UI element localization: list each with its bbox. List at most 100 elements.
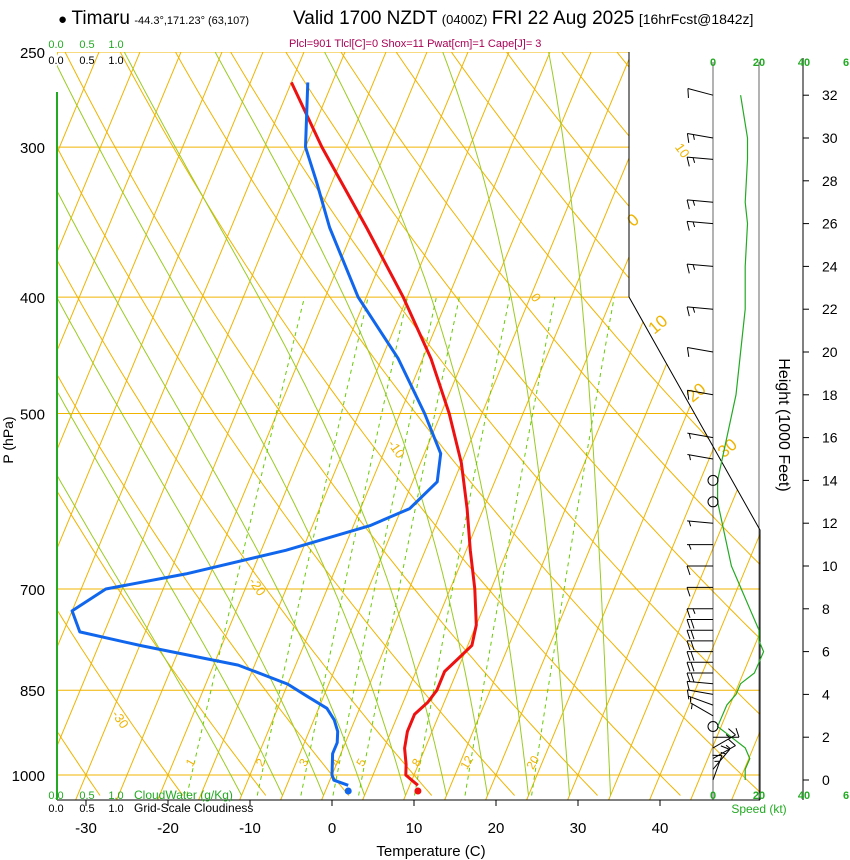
height-tick-label: 12 (822, 515, 838, 531)
wind-barb-feather (690, 651, 695, 661)
height-tick-label: 32 (822, 87, 838, 103)
isotherm-line (57, 52, 273, 800)
theta-label: 10 (645, 311, 672, 338)
isotherm-line (57, 52, 109, 800)
mixing-ratio-label: 2 (253, 756, 269, 769)
isotherm-line (443, 52, 760, 800)
chart-frame (56, 52, 761, 801)
wind-barb-feather (686, 306, 690, 317)
dewpoint-profile (70, 82, 443, 787)
wind-barb-shaft (687, 346, 714, 353)
wind-barb-feather (686, 672, 691, 683)
wind-barb-feather (735, 728, 740, 738)
cloudwater-axis-label: CloudWater (g/Kg) (134, 788, 233, 802)
calm-wind-marker (707, 474, 719, 486)
cloudiness-bottom-label: 0.5 (79, 803, 94, 815)
station-marker: ● (58, 11, 68, 28)
isotherm-label: 10 (672, 140, 693, 160)
x-tick-label: 30 (570, 820, 587, 837)
mixing-ratio-label: 12 (457, 753, 476, 772)
height-axis-title: Height (1000 Feet) (775, 358, 792, 491)
wind-barb-half-feather (688, 454, 691, 461)
mixing-ratio-line (464, 297, 556, 796)
mixing-ratio-line (332, 296, 437, 796)
speed-bottom-label: 6 (843, 790, 849, 802)
station-name: Timaru (71, 8, 130, 29)
mixing-ratio-label: 8 (409, 756, 425, 769)
speed-axis-label: Speed (kt) (731, 802, 786, 816)
wind-barb-shaft (687, 453, 714, 460)
height-tick-label: 28 (822, 173, 838, 189)
isotherm-line (813, 31, 850, 801)
wind-barb-feather (686, 565, 691, 576)
height-tick-label: 24 (822, 258, 838, 274)
isotherm-line (74, 52, 396, 800)
valid-header: Valid 1700 NZDT (0400Z) FRI 22 Aug 2025 … (293, 8, 753, 30)
isotherm-line (566, 52, 760, 800)
calm-wind-marker (707, 721, 719, 732)
height-tick-label: 30 (822, 130, 838, 146)
pressure-tick-label: 400 (20, 290, 45, 307)
wind-barb-half-feather (692, 264, 696, 270)
cloudwater-bottom-label: 0.0 (48, 790, 63, 802)
x-axis-title: Temperature (C) (376, 843, 485, 860)
isotherm-line (484, 52, 760, 800)
wind-barb-shaft (712, 749, 731, 770)
wind-barb-feather (728, 728, 736, 736)
isotherm-line (57, 52, 150, 800)
wind-barb-shaft (687, 520, 714, 524)
mixing-ratio-label: 20 (523, 753, 542, 772)
mixing-ratio-line (300, 296, 408, 796)
wind-barb-feather (720, 745, 730, 750)
moist-adiabat-line (313, 52, 529, 796)
mixing-ratio-label: 1 (183, 756, 199, 769)
wind-barb-shaft (687, 263, 714, 267)
wind-barb-feather (686, 630, 691, 640)
pressure-tick-label: 700 (20, 582, 45, 599)
wind-barb-shaft (712, 755, 723, 781)
wind-barb-feather (686, 133, 690, 143)
wind-barb-feather (686, 608, 691, 618)
x-tick-label: 0 (328, 820, 336, 837)
dry-adiabat-line (57, 52, 350, 796)
cloudiness-bottom-label: 0.0 (48, 803, 63, 815)
isotherm-line (279, 52, 601, 800)
wind-barb-feather (686, 390, 690, 400)
wind-barb-shaft (687, 132, 714, 139)
moist-adiabat-line (57, 52, 324, 796)
station-coords: -44.3°,171.23° (63,107) (134, 15, 249, 27)
wind-barb-feather (690, 630, 695, 640)
wind-barb-half-feather (692, 200, 696, 206)
moist-adiabat-line (112, 52, 447, 796)
dry-adiabat-line (108, 52, 681, 796)
theta-label: 30 (714, 435, 741, 462)
mixing-ratio-label: 5 (353, 756, 369, 769)
speed-bottom-label: 0 (710, 790, 716, 802)
axis-titles: Temperature (C) P (hPa) Height (1000 Feet) (0, 358, 792, 860)
wind-barb-feather (690, 662, 695, 672)
indices-line: Plcl=901 Tlcl[C]=0 Shox=11 Pwat[cm]=1 Ca… (289, 38, 542, 50)
cloudiness-top-label: 0.5 (79, 55, 94, 67)
wind-barb-feather (686, 264, 690, 274)
wind-barb-half-feather (692, 221, 696, 228)
wind-barb-feather (686, 587, 691, 597)
wind-barb-shaft (687, 680, 714, 685)
cloudiness-axis-label: Grid-Scale Cloudiness (134, 801, 253, 815)
x-tick-label: 20 (488, 820, 505, 837)
chart-header: ● Timaru -44.3°,171.23° (63,107) (58, 8, 249, 30)
x-tick-label: 40 (652, 820, 669, 837)
valid-date: FRI 22 Aug 2025 (491, 8, 635, 29)
isotherm-label: 0 (528, 290, 544, 305)
wind-barb-feather (686, 221, 690, 231)
moist-adiabat-line (434, 52, 570, 796)
wind-barb-half-feather (692, 157, 696, 163)
wind-barb-half-feather (692, 307, 696, 313)
wind-barb-feather (728, 738, 736, 746)
mixing-ratio-label: 3 (296, 756, 312, 769)
wind-barb-half-feather (690, 703, 693, 710)
wind-barb-shaft (687, 432, 714, 439)
cloudwater-bottom-label: 0.5 (79, 790, 94, 802)
isotherm-line (57, 52, 314, 800)
wind-barb-shaft (687, 156, 714, 160)
